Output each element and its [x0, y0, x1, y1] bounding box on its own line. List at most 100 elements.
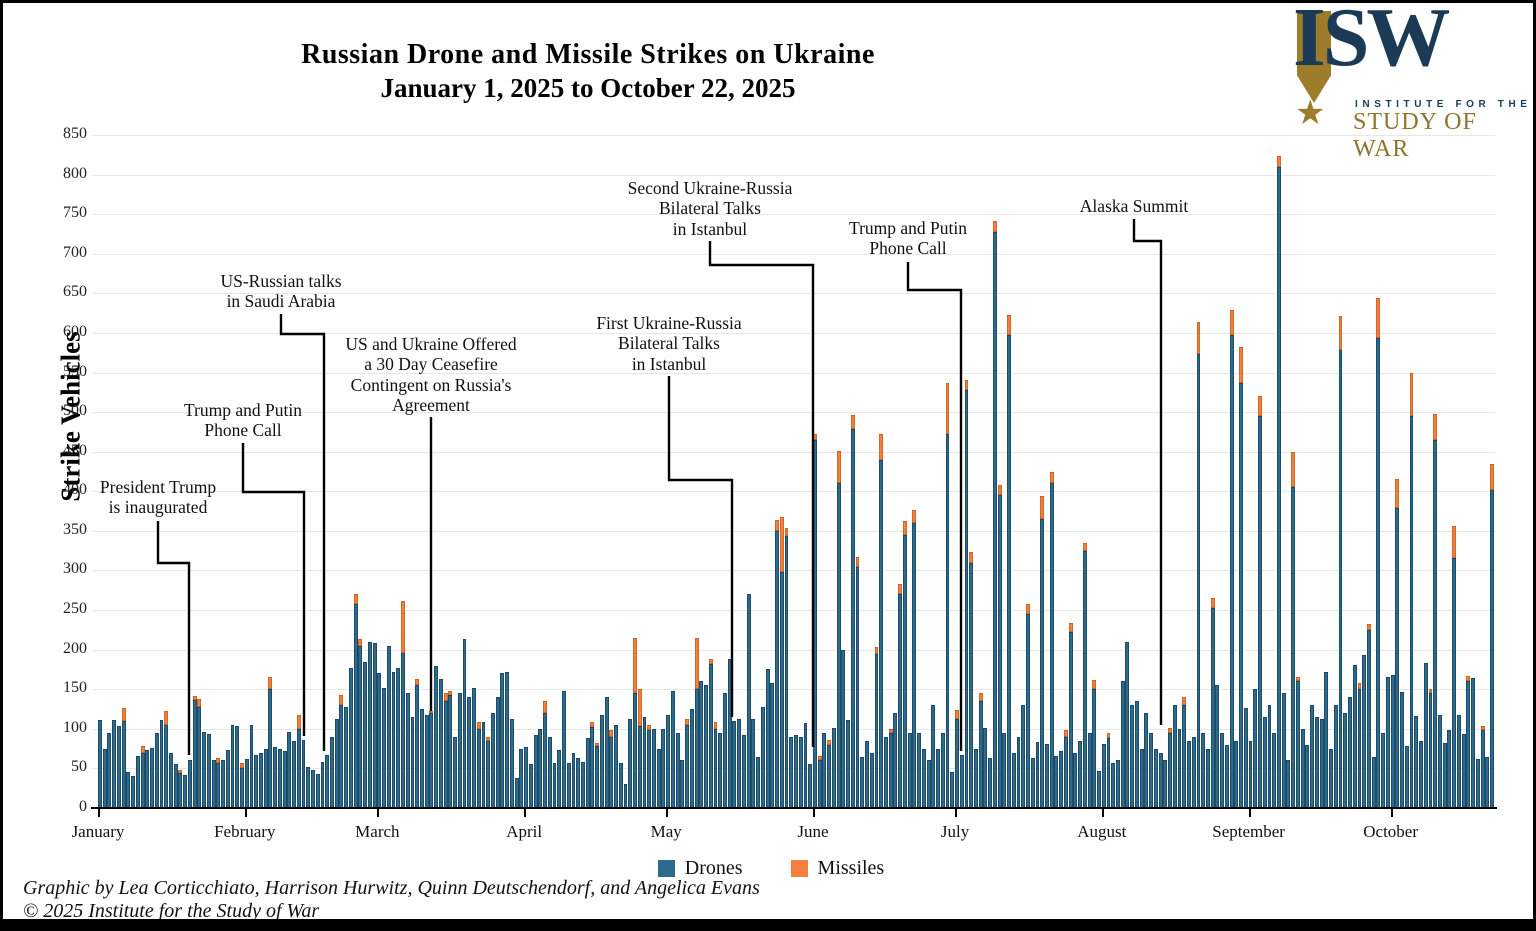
strike-bar-missiles — [955, 709, 959, 720]
strike-bar-drones — [1461, 734, 1466, 808]
gridline — [93, 570, 1495, 572]
strike-bar-drones — [348, 667, 353, 808]
month-tick — [98, 808, 100, 817]
strike-bar-drones — [410, 716, 415, 808]
strike-bar-drones — [1409, 416, 1414, 808]
strike-bar-drones — [1106, 738, 1111, 808]
strike-bar-drones — [543, 712, 547, 808]
strike-bar-drones — [988, 758, 993, 808]
strike-bar-missiles — [443, 693, 448, 702]
strike-bar-missiles — [1376, 298, 1381, 339]
strike-bar-missiles — [902, 520, 907, 535]
strike-bar-drones — [1177, 728, 1182, 808]
strike-bar-drones — [235, 726, 240, 808]
strike-bar-drones — [491, 712, 495, 808]
annotation-line — [279, 314, 326, 751]
y-tick-label: 200 — [63, 639, 87, 657]
strike-bar-drones — [670, 690, 675, 808]
strike-bar-drones — [756, 757, 761, 808]
strike-bar-drones — [945, 434, 950, 808]
strike-bar-drones — [1007, 335, 1011, 808]
strike-bar-missiles — [1049, 471, 1054, 483]
strike-bar-drones — [651, 728, 656, 808]
strike-bar-drones — [741, 735, 746, 808]
strike-bar-drones — [1153, 748, 1158, 808]
strike-bar-missiles — [784, 527, 789, 537]
strike-bar-drones — [135, 755, 140, 808]
strike-bar-missiles — [694, 637, 699, 690]
gridline — [93, 412, 1495, 414]
strike-bar-drones — [869, 752, 874, 808]
missiles-swatch-icon — [790, 860, 808, 877]
strike-bar-drones — [718, 732, 723, 808]
strike-bar-drones — [1187, 740, 1191, 808]
y-tick-label: 750 — [63, 204, 87, 222]
strike-bar-drones — [779, 572, 784, 808]
strike-bar-missiles — [1338, 316, 1343, 350]
gridline — [93, 214, 1495, 216]
strike-bar-drones — [415, 685, 420, 808]
strike-bar-drones — [850, 428, 855, 808]
strike-bar-drones — [401, 652, 405, 808]
strike-bar-drones — [462, 638, 467, 808]
strike-bar-drones — [240, 767, 244, 808]
strike-bar-drones — [633, 693, 637, 808]
strike-bar-drones — [959, 754, 964, 808]
strike-bar-drones — [1272, 732, 1277, 808]
strike-bar-drones — [784, 536, 789, 808]
strike-bar-missiles — [339, 694, 344, 706]
strike-bar-drones — [377, 673, 382, 808]
strike-bar-drones — [997, 495, 1002, 808]
strike-bar-drones — [330, 736, 334, 808]
isw-institute-text: INSTITUTE FOR THE — [1355, 99, 1532, 110]
strike-bar-missiles — [1428, 689, 1433, 694]
strike-bar-drones — [1172, 705, 1177, 808]
strike-bar-missiles — [1466, 675, 1471, 681]
strike-bar-missiles — [685, 719, 690, 725]
strike-bar-missiles — [1040, 496, 1045, 519]
strike-bar-drones — [1120, 681, 1125, 808]
annotation-line — [667, 376, 734, 717]
strike-bar-drones — [1400, 691, 1405, 808]
strike-bar-missiles — [448, 690, 453, 695]
strike-bar-drones — [1381, 732, 1386, 808]
month-tick — [524, 808, 527, 817]
strike-bar-drones — [557, 750, 562, 808]
strike-bar-missiles — [358, 639, 363, 647]
strike-bar-drones — [254, 754, 259, 808]
strike-bar-drones — [1229, 334, 1234, 808]
strike-bar-missiles — [476, 722, 481, 729]
strike-bar-missiles — [140, 746, 145, 753]
strike-bar-missiles — [1063, 730, 1068, 737]
legend-label-drones: Drones — [684, 857, 743, 879]
strike-bar-drones — [1485, 756, 1490, 808]
strike-bar-missiles — [1026, 603, 1030, 614]
strike-bar-drones — [1097, 770, 1101, 808]
strike-bar-drones — [689, 709, 694, 808]
strike-bar-drones — [917, 732, 922, 808]
strike-bar-missiles — [647, 724, 652, 731]
strike-bar-missiles — [429, 710, 434, 713]
strike-bar-missiles — [1395, 479, 1400, 508]
strike-bar-drones — [775, 530, 779, 808]
y-tick-label: 50 — [71, 758, 87, 776]
strike-bar-drones — [363, 661, 368, 808]
strike-bar-drones — [424, 714, 429, 808]
strike-bar-drones — [173, 764, 178, 808]
strike-bar-drones — [765, 669, 770, 808]
strike-bar-drones — [1253, 689, 1258, 808]
strike-bar-drones — [202, 731, 207, 808]
strike-bar-drones — [562, 690, 566, 808]
gridline — [93, 451, 1495, 453]
strike-bar-drones — [443, 701, 448, 808]
gridline — [93, 253, 1495, 255]
month-label: September — [1212, 822, 1285, 841]
strike-bar-drones — [1291, 487, 1296, 808]
strike-bar-missiles — [595, 743, 600, 747]
strike-bar-drones — [547, 736, 552, 808]
gridline — [93, 768, 1495, 770]
strike-bar-drones — [448, 694, 453, 808]
strike-bar-drones — [1433, 439, 1438, 808]
strike-bar-drones — [1438, 714, 1442, 808]
strike-bar-drones — [614, 724, 618, 808]
